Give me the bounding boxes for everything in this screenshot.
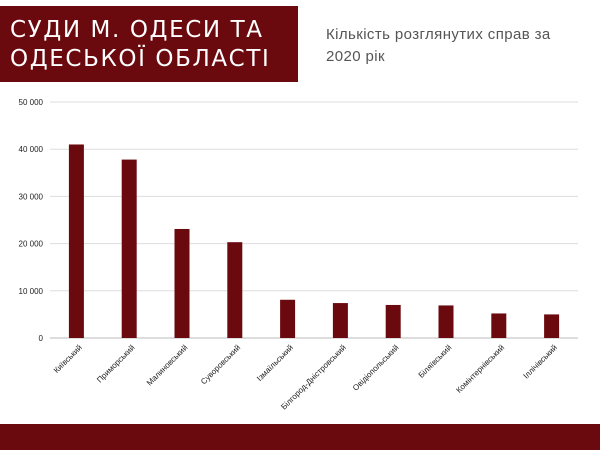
bar <box>332 303 348 338</box>
y-tick-label: 40 000 <box>19 145 44 154</box>
x-tick-label: Приморський <box>95 343 136 384</box>
y-tick-label: 20 000 <box>19 240 44 249</box>
bar <box>174 228 190 338</box>
bar <box>121 159 137 338</box>
x-tick-label: Суворовський <box>199 343 242 386</box>
page-title: СУДИ М. ОДЕСИ ТА ОДЕСЬКОЇ ОБЛАСТІ <box>10 17 271 72</box>
title-banner: СУДИ М. ОДЕСИ ТА ОДЕСЬКОЇ ОБЛАСТІ <box>0 6 298 82</box>
bar <box>544 314 560 338</box>
bar <box>385 304 401 338</box>
x-tick-label: Ізмаїльський <box>255 343 295 383</box>
bar <box>280 299 296 338</box>
x-tick-label: Комінтернівський <box>454 343 506 395</box>
x-tick-label: Біляївський <box>417 343 454 380</box>
x-tick-label: Іллічівський <box>522 343 560 381</box>
y-tick-label: 10 000 <box>19 287 44 296</box>
bar <box>227 242 243 338</box>
bar <box>491 313 507 338</box>
bar <box>438 305 454 338</box>
y-tick-label: 30 000 <box>19 192 44 201</box>
x-tick-label: Київський <box>52 343 84 375</box>
x-tick-label: Малиновський <box>145 343 190 388</box>
x-tick-label: Овідіопольський <box>351 343 401 393</box>
y-tick-label: 0 <box>39 334 44 343</box>
y-tick-label: 50 000 <box>19 98 44 107</box>
bar <box>68 144 84 338</box>
footer-band <box>0 424 600 450</box>
chart-subtitle: Кількість розглянутих справ за 2020 рік <box>326 26 551 65</box>
bar-chart: 0 10 000 20 000 30 000 40 000 50 000 Київський… <box>19 98 578 412</box>
